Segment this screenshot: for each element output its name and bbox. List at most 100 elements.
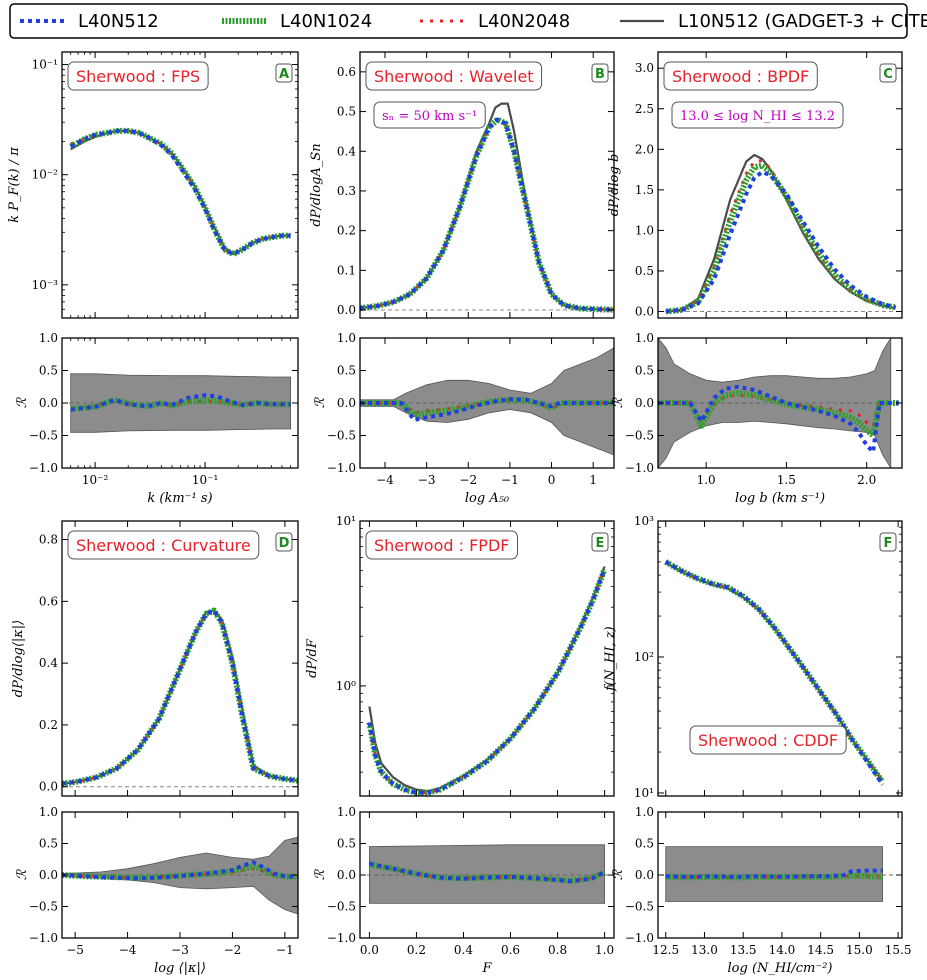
ratio-y-axis-label: ℛ xyxy=(611,396,626,408)
legend-entry: L40N1024 xyxy=(222,11,372,32)
y-tick-label: 0.4 xyxy=(39,656,58,670)
series-line-2 xyxy=(367,568,607,795)
panel-C: 0.0 0.5 1.0 1.5 2.0 2.5 3.0 dP/dlog b Sherwood :… xyxy=(607,51,903,506)
panel-letter: F xyxy=(879,532,897,552)
panel-title-box xyxy=(67,61,209,91)
y-tick-label: 0.4 xyxy=(337,144,356,158)
x-tick-label: −4 xyxy=(119,943,137,957)
panel-letter: E xyxy=(591,532,609,552)
series-line-0 xyxy=(360,117,614,312)
panel-letter-box xyxy=(275,63,293,83)
y-tick-label: 2.5 xyxy=(635,102,654,116)
legend-label: L40N512 xyxy=(78,11,159,32)
y-tick-label: 10² xyxy=(634,650,654,664)
panel-E: 10⁰ 10¹ dP/dF Sherwood : FPDF E −1.0 −0.5 0.0 0.… xyxy=(305,514,615,976)
y-axis-label: dP/dF xyxy=(305,638,320,678)
main-data xyxy=(360,102,614,313)
panel-title: Sherwood : FPDF xyxy=(365,530,518,560)
main-data xyxy=(69,127,291,258)
main-data xyxy=(366,566,608,796)
x-tick-label: −2 xyxy=(459,473,477,487)
ratio-data xyxy=(62,836,298,915)
legend-frame xyxy=(9,3,908,39)
x-tick-label: 13.0 xyxy=(691,943,718,957)
y-tick-label: 0.0 xyxy=(337,303,356,317)
panel-letter-text: A xyxy=(279,67,289,82)
ratio-y-tick-label: 1.0 xyxy=(635,331,654,345)
panel-letter: B xyxy=(591,63,609,83)
panel-letter-text: E xyxy=(596,536,605,551)
ratio-y-tick-label: −1.0 xyxy=(29,931,58,945)
series-line-2 xyxy=(360,118,614,312)
main-plot: 0.0 0.2 0.4 0.6 0.8 dP/dlog⟨|κ|⟩ Sherwood : Cu… xyxy=(11,520,299,797)
ratio-line-2 xyxy=(360,398,614,415)
main-frame xyxy=(61,520,299,797)
ratio-y-tick-label: 1.0 xyxy=(337,805,356,819)
panel-D: 0.0 0.2 0.4 0.6 0.8 dP/dlog⟨|κ|⟩ Sherwood : Cu… xyxy=(11,520,299,976)
x-tick-label: −3 xyxy=(171,943,189,957)
panel-title-text: Sherwood : BPDF xyxy=(672,67,809,86)
panel-title-box xyxy=(365,61,543,91)
x-tick-label: 1.0 xyxy=(595,943,614,957)
y-axis-label: dP/dlog b xyxy=(607,154,622,217)
main-plot: 10¹ 10² 10³ f(N_HI, z) Sherwood : CDDF F xyxy=(603,514,903,800)
ratio-plot: −1.0 −0.5 0.0 0.5 1.0 ℛ −5 −4 −3 −2 −1 log ⟨|κ|⟩ xyxy=(15,805,299,976)
panel-letter-text: F xyxy=(884,536,893,551)
main-frame xyxy=(657,51,903,319)
panel-title-text: Sherwood : FPDF xyxy=(374,536,509,555)
y-axis-label: f(N_HI, z) xyxy=(603,626,618,691)
y-tick-label: 0.5 xyxy=(635,264,654,278)
panel-title: Sherwood : BPDF xyxy=(663,61,818,91)
panel-title-text: Sherwood : Wavelet xyxy=(374,67,534,86)
x-tick-label: −2 xyxy=(224,943,242,957)
ratio-line-0 xyxy=(360,397,614,422)
main-frame xyxy=(359,51,615,319)
panel-title-box xyxy=(689,725,847,755)
ratio-y-tick-label: 1.0 xyxy=(635,805,654,819)
panel-letter-text: D xyxy=(279,536,290,551)
series-line-0 xyxy=(62,608,298,786)
y-tick-label: 3.0 xyxy=(635,61,654,75)
series-line-1 xyxy=(69,127,291,258)
panel-annotation-text: 13.0 ≤ log N_HI ≤ 13.2 xyxy=(680,109,835,124)
x-tick-label: −1 xyxy=(501,473,519,487)
panels: 10⁻³ 10⁻² 10⁻¹ k P_F(k) / π Sherwood : FPS A −… xyxy=(7,51,911,976)
ratio-y-axis-label: ℛ xyxy=(15,396,30,408)
panel-title-box xyxy=(67,530,260,560)
ratio-y-tick-label: 0.0 xyxy=(635,868,654,882)
ratio-y-tick-label: −1.0 xyxy=(625,461,654,475)
main-plot: 10⁰ 10¹ dP/dF Sherwood : FPDF E xyxy=(305,514,615,797)
y-tick-label: 10⁻³ xyxy=(32,278,59,292)
y-tick-label: 10³ xyxy=(634,514,654,528)
ratio-plot: −1.0 −0.5 0.0 0.5 1.0 ℛ −4 −3 −2 −1 0 1 log A₅₀ xyxy=(313,331,615,506)
ratio-plot: −1.0 −0.5 0.0 0.5 1.0 ℛ 1.0 1.5 2.0 log b (km s⁻¹… xyxy=(611,331,903,506)
y-tick-label: 10¹ xyxy=(634,786,654,800)
x-tick-label: 0.4 xyxy=(454,943,473,957)
legend-entry: L40N512 xyxy=(20,11,159,32)
ratio-line-0 xyxy=(70,393,291,412)
panel-title-text: Sherwood : CDDF xyxy=(698,731,838,750)
y-tick-label: 2.0 xyxy=(635,142,654,156)
ratio-y-tick-label: −0.5 xyxy=(625,900,654,914)
y-axis-label: k P_F(k) / π xyxy=(7,147,22,223)
y-tick-label: 0.8 xyxy=(39,533,58,547)
x-tick-label: 10⁻² xyxy=(82,473,109,487)
ratio-line-0 xyxy=(665,868,883,879)
series-line-2 xyxy=(70,129,291,256)
ratio-y-tick-label: 0.5 xyxy=(635,364,654,378)
ratio-y-tick-label: −1.0 xyxy=(29,461,58,475)
legend-entry: L40N2048 xyxy=(420,11,570,32)
panel-title: Sherwood : FPS xyxy=(67,61,209,91)
y-tick-label: 1.5 xyxy=(635,183,654,197)
series-line-3 xyxy=(70,129,291,256)
main-data xyxy=(62,607,298,788)
main-frame xyxy=(657,520,903,797)
x-tick-label: 0.0 xyxy=(360,943,379,957)
legend-label: L40N1024 xyxy=(280,11,372,32)
ratio-y-tick-label: 0.5 xyxy=(337,837,356,851)
ratio-line-1 xyxy=(360,396,614,418)
legend-entry: L10N512 (GADGET-3 + CITE) xyxy=(620,11,927,32)
x-axis-label: log ⟨|κ|⟩ xyxy=(154,961,206,976)
panel-letter-box xyxy=(591,532,609,552)
series-line-1 xyxy=(665,162,897,315)
